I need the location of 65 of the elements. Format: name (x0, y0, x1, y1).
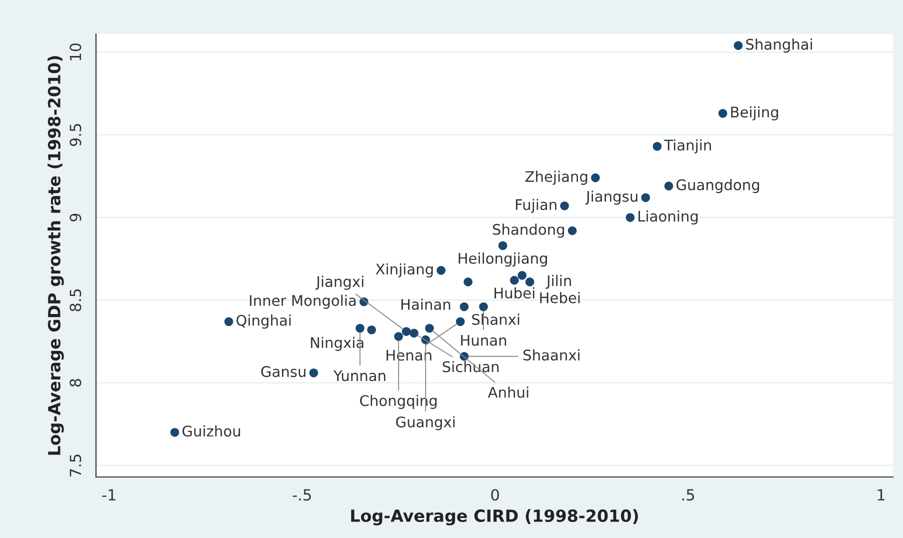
point (641, 193, 650, 202)
point (591, 173, 600, 182)
point (525, 278, 534, 286)
annotation: Liaoning (638, 210, 698, 225)
point (394, 332, 403, 341)
point (718, 108, 728, 118)
point (456, 317, 465, 326)
annotation: Guangdong (676, 179, 760, 194)
point (464, 278, 472, 286)
annotation: Guangxi (396, 416, 455, 430)
x-tick-label: 0 (491, 489, 499, 501)
annotation: Yunnan (333, 370, 386, 382)
annotation: Shaanxi (523, 349, 580, 361)
annotation: Anhui (488, 386, 528, 398)
y-tick-label: 7.5 (70, 454, 82, 476)
point (664, 182, 674, 190)
annotation: Hebei (540, 292, 580, 304)
point (498, 241, 508, 250)
x-axis-title: Log-Average CIRD (1998-2010) (351, 509, 638, 526)
annotation: Tianjin (664, 139, 711, 154)
annotation: Zhejiang (525, 170, 588, 185)
point (518, 270, 526, 280)
y-tick-label: 9.5 (70, 124, 82, 146)
annotation: Shanghai (746, 38, 812, 53)
y-tick-label: 9 (70, 214, 82, 222)
x-tick-label: 1 (878, 489, 884, 500)
point (309, 368, 318, 378)
point (560, 202, 569, 210)
point (436, 266, 446, 275)
annotation: Beijing (731, 106, 778, 120)
point (568, 226, 577, 236)
annotation: Hainan (401, 298, 450, 310)
annotation: Inner Mongolia (250, 294, 356, 309)
point (510, 276, 519, 285)
y-axis-title: Log-Average GDP growth rate (1998-2010) (48, 56, 64, 455)
point (460, 302, 469, 312)
annotation: Jilin (546, 274, 571, 289)
point (367, 325, 376, 334)
point (734, 41, 743, 50)
point (402, 327, 411, 336)
point (479, 302, 488, 312)
annotation: Hubei (494, 287, 534, 299)
x-tick-label: -1 (102, 489, 116, 500)
annotation: Fujian (516, 198, 556, 213)
point (410, 328, 418, 338)
annotation: Xinjiang (376, 263, 433, 278)
annotation: Jiangsu (585, 190, 638, 205)
y-tick-label: 10 (70, 43, 82, 60)
y-tick-label: 8 (70, 378, 82, 387)
point (652, 142, 662, 151)
annotation: Heilongjiang (458, 252, 547, 267)
annotation: Qinghai (236, 314, 291, 329)
point (170, 428, 180, 437)
x-tick-label: .5 (682, 489, 694, 501)
annotation: Guizhou (182, 425, 240, 437)
point (356, 324, 364, 333)
annotation: Gansu (261, 366, 306, 378)
point (224, 317, 234, 326)
annotation: Jiangxi (315, 276, 364, 290)
point (626, 213, 635, 222)
x-tick-label: -.5 (292, 489, 311, 501)
annotation: Shandong (492, 224, 564, 238)
y-tick-label: 8.5 (70, 289, 82, 312)
annotation: Hunan (461, 334, 506, 346)
point (425, 324, 434, 333)
